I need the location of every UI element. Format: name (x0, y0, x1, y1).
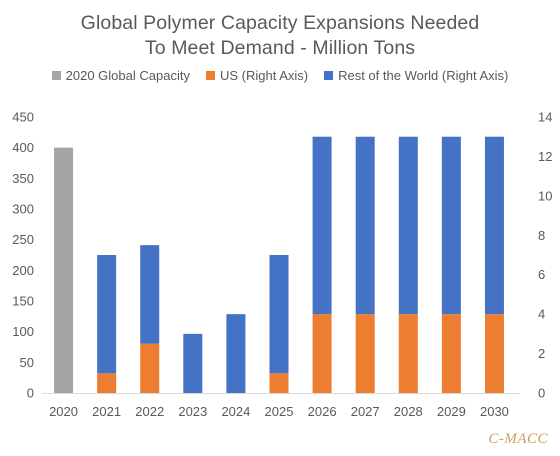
bar-rest-of-world (183, 333, 203, 393)
left-axis-tick-label: 250 (12, 232, 34, 247)
right-axis-tick-label: 8 (538, 228, 545, 243)
bar-rest-of-world (398, 136, 418, 315)
x-axis-tick-label: 2028 (394, 404, 423, 419)
bar-rest-of-world (140, 245, 160, 344)
right-axis-tick-label: 10 (538, 188, 552, 203)
bar-us (269, 373, 289, 393)
bar-us (312, 314, 332, 393)
legend-swatch-rest-of-world (324, 71, 334, 80)
x-axis-tick-label: 2024 (221, 404, 250, 419)
x-axis-tick-label: 2021 (92, 404, 121, 419)
bar-global-capacity (54, 147, 74, 393)
bar-rest-of-world (226, 314, 246, 393)
right-axis-tick-label: 12 (538, 149, 552, 164)
watermark-logo: C-MACC (488, 431, 548, 447)
x-axis-tick-label: 2022 (135, 404, 164, 419)
legend-item-global-capacity: 2020 Global Capacity (51, 68, 190, 83)
left-axis-tick-label: 350 (12, 171, 34, 186)
legend-label-global-capacity: 2020 Global Capacity (65, 68, 190, 83)
x-axis-tick-label: 2023 (178, 404, 207, 419)
x-axis-tick-label: 2029 (437, 404, 466, 419)
bar-rest-of-world (269, 255, 289, 374)
left-axis-tick-label: 200 (12, 263, 34, 278)
bar-rest-of-world (312, 136, 332, 315)
legend-item-us: US (Right Axis) (205, 68, 309, 83)
right-axis-tick-label: 14 (538, 110, 552, 125)
bar-rest-of-world (484, 136, 504, 315)
legend-label-us: US (Right Axis) (219, 68, 309, 83)
left-axis-tick-label: 150 (12, 294, 34, 309)
x-axis-tick-label: 2027 (351, 404, 380, 419)
left-axis-tick-label: 400 (12, 140, 34, 155)
bar-us (398, 314, 418, 393)
legend-item-rest-of-world: Rest of the World (Right Axis) (324, 68, 508, 83)
left-axis-tick-label: 0 (27, 386, 34, 401)
left-axis-tick-label: 50 (20, 355, 34, 370)
bar-rest-of-world (441, 136, 461, 315)
chart-title-line-2: To Meet Demand - Million Tons (144, 37, 416, 59)
legend-swatch-global-capacity (51, 71, 61, 80)
x-axis-tick-label: 2026 (308, 404, 337, 419)
bar-us (441, 314, 461, 393)
x-axis-tick-label: 2020 (49, 404, 78, 419)
chart-title-line-1: Global Polymer Capacity Expansions Neede… (80, 12, 480, 34)
bar-us (97, 373, 117, 393)
left-axis-tick-label: 100 (12, 324, 34, 339)
chart-legend: 2020 Global Capacity US (Right Axis) Res… (0, 68, 560, 83)
right-axis-tick-label: 4 (538, 307, 545, 322)
x-axis-tick-label: 2030 (480, 404, 509, 419)
legend-label-rest-of-world: Rest of the World (Right Axis) (338, 68, 509, 83)
right-axis-tick-label: 2 (538, 346, 545, 361)
x-axis-tick-label: 2025 (265, 404, 294, 419)
bar-us (355, 314, 375, 393)
right-axis-tick-label: 0 (538, 386, 545, 401)
bar-us (140, 343, 160, 393)
left-axis-tick-label: 300 (12, 202, 34, 217)
left-axis-tick-label: 450 (12, 110, 34, 125)
legend-swatch-us (205, 71, 215, 80)
bar-us (484, 314, 504, 393)
bar-rest-of-world (355, 136, 375, 315)
right-axis-tick-label: 6 (538, 267, 545, 282)
bar-rest-of-world (97, 255, 117, 374)
